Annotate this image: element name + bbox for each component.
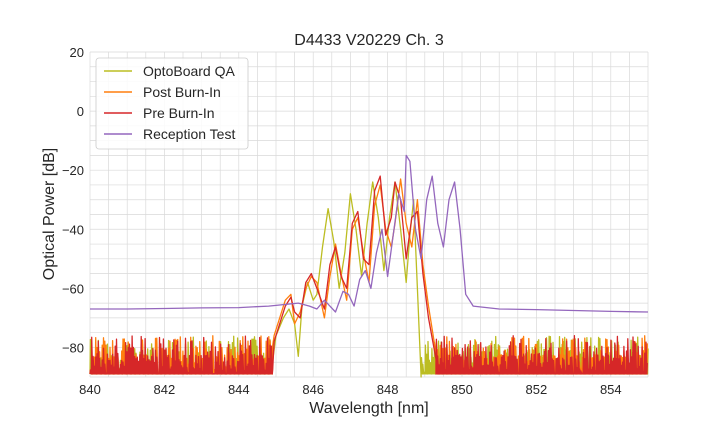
y-axis-label: Optical Power [dB] — [41, 148, 58, 281]
y-tick-label: 0 — [77, 104, 84, 119]
y-tick-label: 20 — [70, 45, 84, 60]
x-tick-label: 842 — [154, 382, 176, 397]
y-tick-labels: 20 0 −20 −40 −60 −80 — [62, 45, 84, 355]
x-tick-label: 850 — [451, 382, 473, 397]
x-tick-label: 854 — [600, 382, 622, 397]
x-tick-label: 852 — [526, 382, 548, 397]
y-tick-label: −40 — [62, 222, 84, 237]
x-axis-label: Wavelength [nm] — [309, 400, 428, 417]
x-tick-labels: 840 842 844 846 848 850 852 854 — [79, 382, 622, 397]
legend-label: OptoBoard QA — [143, 63, 235, 79]
chart-title: D4433 V20229 Ch. 3 — [294, 32, 444, 49]
series-line-pre-burn-in — [89, 175, 648, 375]
legend: OptoBoard QA Post Burn-In Pre Burn-In Recep… — [95, 57, 249, 150]
y-tick-label: −60 — [62, 281, 84, 296]
y-tick-label: −80 — [62, 340, 84, 355]
series-line-reception-test — [90, 154, 649, 313]
x-tick-label: 840 — [79, 382, 101, 397]
x-tick-label: 848 — [377, 382, 399, 397]
legend-box — [95, 57, 249, 150]
legend-label: Reception Test — [143, 126, 235, 142]
legend-label: Post Burn-In — [143, 84, 221, 100]
y-tick-label: −20 — [62, 163, 84, 178]
x-tick-label: 844 — [228, 382, 250, 397]
series-layer — [89, 154, 649, 378]
x-tick-label: 846 — [302, 382, 324, 397]
legend-label: Pre Burn-In — [143, 105, 215, 121]
